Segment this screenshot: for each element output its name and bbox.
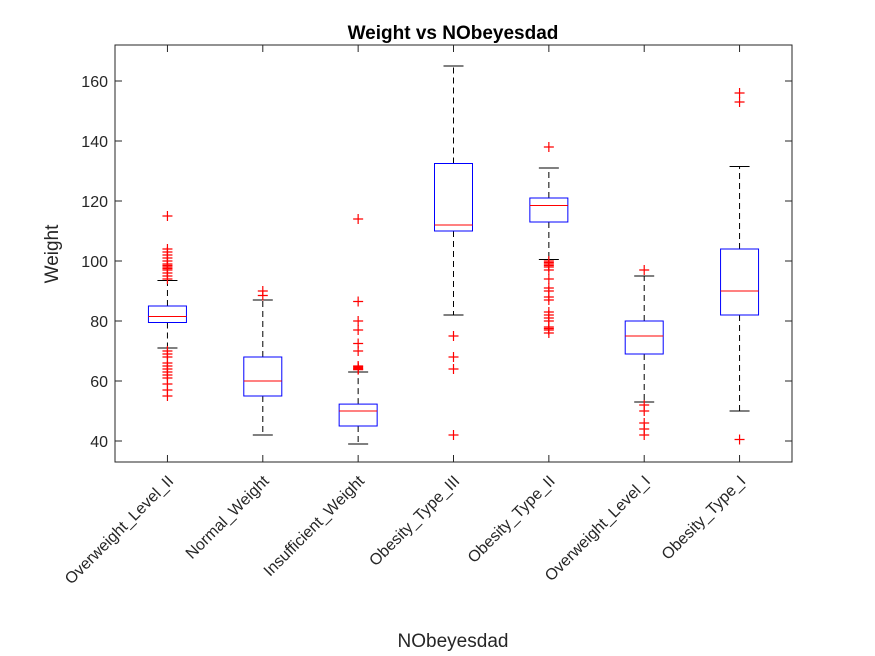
- outlier-marker: [162, 244, 173, 254]
- outlier-marker: [353, 338, 364, 349]
- box-group: [720, 88, 760, 445]
- y-tick-label: 120: [81, 194, 108, 211]
- y-tick-label: 40: [90, 434, 108, 451]
- outlier-marker: [448, 430, 459, 440]
- outlier-marker: [353, 361, 364, 371]
- x-tick-label: Overweight_Level_I: [542, 473, 654, 585]
- x-tick-label: Insufficient_Weight: [261, 472, 369, 580]
- box-group: [147, 211, 187, 401]
- box-group: [529, 142, 569, 338]
- iqr-box: [147, 305, 187, 323]
- y-axis: 40 60 80 100 120 140 160: [81, 74, 792, 451]
- outlier-marker: [353, 325, 364, 335]
- iqr-box: [624, 320, 664, 355]
- outlier-marker: [543, 283, 554, 293]
- box-group: [624, 265, 664, 440]
- outlier-marker: [543, 307, 554, 317]
- iqr-box: [434, 163, 473, 232]
- y-tick-label: 60: [90, 374, 108, 391]
- outlier-marker: [353, 296, 364, 307]
- y-tick-label: 160: [81, 74, 108, 91]
- outlier-marker: [639, 400, 650, 410]
- x-tick-label: Overweight_Level_II: [62, 473, 177, 588]
- outlier-marker: [543, 142, 554, 152]
- outlier-marker: [734, 434, 745, 445]
- box-group: [338, 214, 378, 445]
- outlier-marker: [543, 274, 554, 284]
- x-tick-label: Normal_Weight: [183, 472, 273, 562]
- y-tick-label: 80: [90, 314, 108, 331]
- box-series: [147, 65, 760, 445]
- outlier-marker: [162, 346, 173, 356]
- y-tick-label: 100: [81, 254, 108, 271]
- outlier-marker: [543, 256, 554, 266]
- box-group: [434, 65, 473, 440]
- outlier-marker: [257, 286, 268, 296]
- iqr-box: [243, 356, 283, 397]
- outlier-marker: [353, 316, 364, 326]
- outlier-marker: [448, 352, 459, 362]
- outlier-marker: [353, 214, 364, 224]
- outlier-marker: [448, 331, 459, 341]
- iqr-box: [720, 248, 760, 316]
- outlier-marker: [734, 88, 745, 98]
- x-tick-label: Obesity_Type_III: [366, 473, 463, 570]
- outlier-marker: [162, 211, 173, 221]
- y-axis-label: Weight: [42, 224, 63, 284]
- outlier-marker: [448, 364, 459, 374]
- y-tick-label: 140: [81, 134, 108, 151]
- iqr-box: [338, 403, 378, 427]
- box-group: [243, 286, 283, 436]
- chart-title: Weight vs NObeyesdad: [348, 23, 559, 44]
- iqr-box: [529, 197, 569, 223]
- outlier-marker: [639, 265, 650, 275]
- outlier-marker: [639, 418, 650, 428]
- x-tick-label: Obesity_Type_I: [659, 473, 750, 564]
- x-tick-label: Obesity_Type_II: [465, 473, 559, 567]
- outlier-marker: [734, 97, 745, 107]
- x-axis-label: NObeyesdad: [398, 631, 509, 652]
